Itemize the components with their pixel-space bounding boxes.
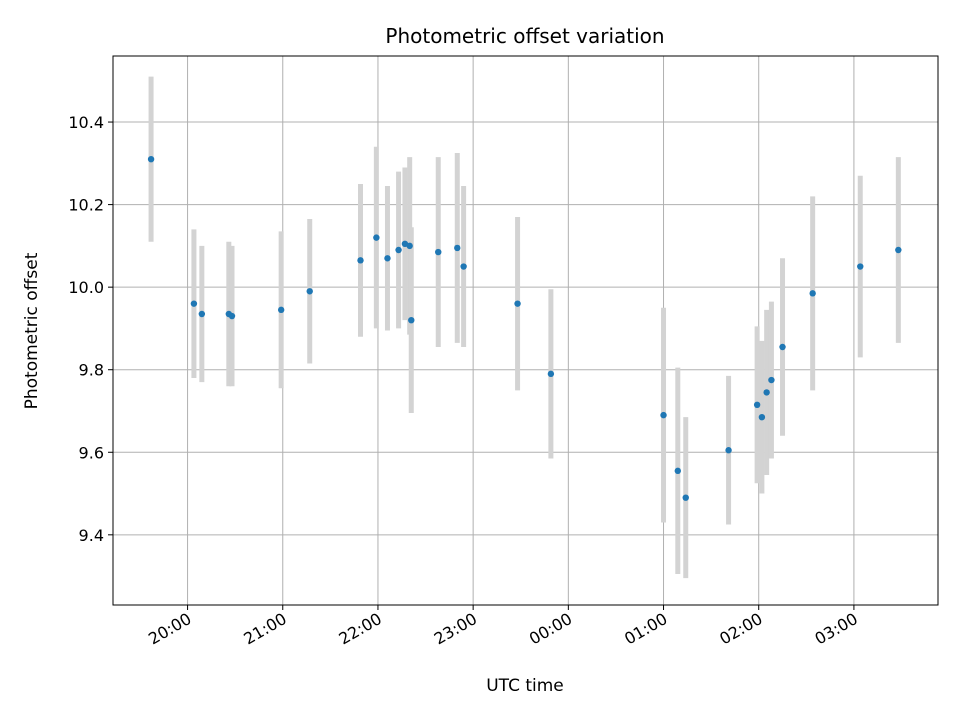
data-point	[373, 234, 380, 241]
data-point	[753, 401, 761, 409]
data-point	[857, 263, 864, 270]
y-tick-label: 10.2	[68, 196, 104, 215]
x-axis-label: UTC time	[486, 676, 564, 696]
y-tick-label: 9.6	[79, 443, 104, 462]
data-point	[277, 306, 285, 314]
y-tick-label: 9.4	[79, 526, 104, 545]
chart-title: Photometric offset variation	[385, 24, 664, 48]
data-point	[454, 244, 461, 252]
data-point	[763, 389, 770, 396]
y-tick-label: 9.8	[79, 361, 104, 380]
plot-area-frame	[112, 55, 939, 606]
y-tick-label: 10.4	[68, 113, 104, 132]
data-point	[779, 343, 786, 351]
data-point	[198, 310, 206, 318]
data-point	[460, 263, 467, 270]
data-point	[682, 494, 689, 501]
data-point	[895, 246, 902, 254]
data-point	[674, 467, 682, 475]
data-point	[435, 248, 442, 256]
data-point	[725, 447, 732, 454]
data-point	[406, 242, 413, 250]
data-point	[660, 411, 667, 419]
data-point	[547, 370, 555, 378]
data-point	[306, 288, 313, 295]
data-point	[758, 413, 766, 421]
y-tick-label: 10.0	[68, 278, 104, 297]
data-point	[408, 316, 415, 324]
data-point	[395, 246, 402, 254]
data-point	[514, 300, 521, 307]
data-point	[190, 300, 198, 307]
data-point	[228, 312, 236, 320]
data-point	[147, 155, 155, 163]
data-point	[357, 257, 364, 264]
data-point	[768, 376, 775, 384]
data-point	[809, 290, 816, 297]
data-points	[147, 155, 902, 501]
y-axis-label: Photometric offset	[22, 252, 42, 409]
data-point	[384, 255, 391, 262]
y-axis-ticks: 9.4 9.6 9.8 10.0 10.2 10.4	[68, 113, 113, 545]
